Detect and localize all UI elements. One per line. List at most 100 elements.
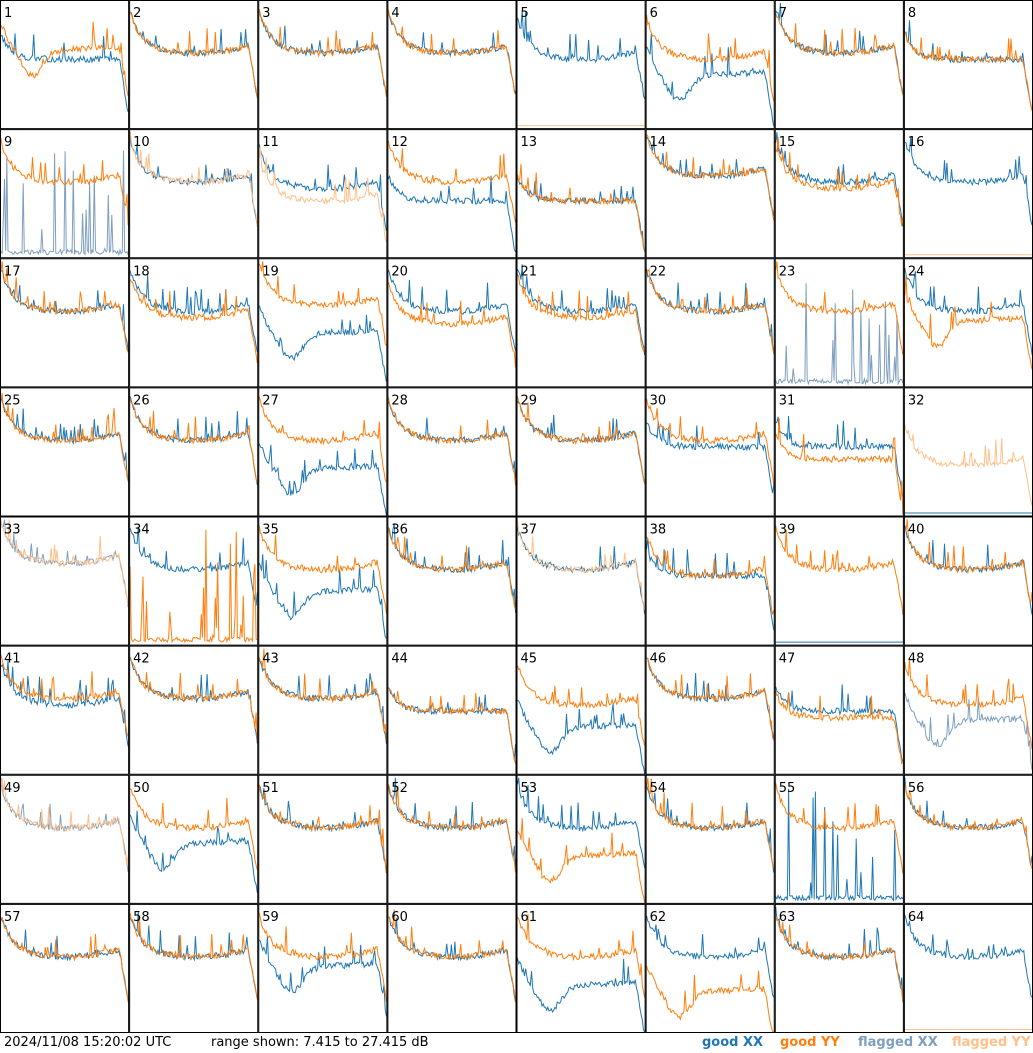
- panel-23: 23: [774, 258, 904, 388]
- panel-25: 25: [0, 387, 130, 517]
- panel-40: 40: [903, 516, 1033, 646]
- panel-57: 57: [0, 903, 130, 1033]
- panel-label: 60: [391, 910, 408, 925]
- panel-label: 45: [521, 652, 538, 667]
- panel-label: 24: [908, 264, 925, 279]
- panel-label: 54: [650, 781, 667, 796]
- panel-label: 20: [391, 264, 408, 279]
- panel-border: [387, 0, 517, 130]
- panel-border: [645, 516, 775, 646]
- panel-border: [129, 258, 259, 388]
- series-xx: [646, 538, 775, 631]
- panel-27: 27: [258, 387, 388, 517]
- series-xx: [517, 957, 646, 1033]
- series-yy: [258, 396, 387, 483]
- panel-label: 40: [908, 523, 925, 538]
- series-yy: [0, 777, 129, 867]
- series-xx: [0, 150, 129, 257]
- panel-42: 42: [129, 645, 259, 775]
- panel-border: [129, 387, 259, 517]
- panel-20: 20: [387, 258, 517, 388]
- series-yy: [387, 140, 516, 223]
- series-yy: [646, 777, 775, 869]
- panel-60: 60: [387, 903, 517, 1033]
- panel-label: 19: [262, 264, 279, 279]
- panel-64: 64: [903, 903, 1033, 1033]
- panel-label: 61: [521, 910, 538, 925]
- panel-3: 3: [258, 0, 388, 130]
- panel-17: 17: [0, 258, 130, 388]
- panel-label: 52: [391, 781, 408, 796]
- panel-label: 6: [650, 6, 658, 21]
- series-yy: [775, 13, 904, 95]
- panel-29: 29: [516, 387, 646, 517]
- panel-border: [387, 516, 517, 646]
- panel-62: 62: [645, 903, 775, 1033]
- series-xx: [129, 810, 258, 893]
- panel-1: 1: [0, 0, 130, 130]
- panel-label: 14: [650, 135, 667, 150]
- panel-label: 56: [908, 781, 925, 796]
- panel-5: 5: [516, 0, 646, 130]
- panel-border: [774, 0, 904, 130]
- panel-label: 17: [4, 264, 21, 279]
- series-xx: [258, 443, 387, 516]
- panel-border: [0, 645, 130, 775]
- panel-label: 46: [650, 652, 667, 667]
- panel-label: 29: [521, 393, 538, 408]
- series-yy: [129, 279, 258, 364]
- series-yy: [387, 9, 516, 95]
- panel-border: [516, 387, 646, 517]
- series-xx: [904, 914, 1033, 998]
- panel-35: 35: [258, 516, 388, 646]
- series-yy: [258, 9, 387, 97]
- panel-label: 43: [262, 652, 279, 667]
- series-xx: [258, 936, 387, 1017]
- series-xx: [517, 10, 646, 99]
- panel-border: [387, 387, 517, 517]
- panel-border: [774, 387, 904, 517]
- panel-30: 30: [645, 387, 775, 517]
- series-yy: [129, 399, 258, 483]
- panel-4: 4: [387, 0, 517, 130]
- panel-15: 15: [774, 129, 904, 259]
- panel-border: [774, 129, 904, 259]
- series-yy: [258, 784, 387, 873]
- panel-49: 49: [0, 774, 130, 904]
- series-yy: [517, 273, 646, 353]
- panel-61: 61: [516, 903, 646, 1033]
- panel-55: 55: [774, 774, 904, 904]
- series-yy: [388, 909, 516, 1003]
- panel-border: [0, 129, 130, 259]
- series-xx: [0, 396, 129, 482]
- panel-label: 44: [391, 652, 408, 667]
- legend-flagged-yy: flagged YY: [952, 1035, 1031, 1050]
- series-yy: [0, 519, 129, 605]
- series-yy: [258, 146, 387, 242]
- panel-border: [387, 645, 517, 775]
- series-yy: [904, 519, 1033, 603]
- panel-border: [258, 903, 388, 1033]
- series-yy: [129, 913, 258, 1000]
- panel-border: [129, 774, 259, 904]
- panel-border: [645, 0, 775, 130]
- panel-44: 44: [387, 645, 517, 775]
- series-yy: [904, 658, 1033, 750]
- panel-45: 45: [516, 645, 646, 775]
- panel-border: [387, 774, 517, 904]
- panel-border: [387, 903, 517, 1033]
- panel-label: 32: [908, 393, 925, 408]
- panel-border: [516, 129, 646, 259]
- series-yy: [129, 11, 258, 99]
- series-yy: [646, 657, 775, 741]
- panel-label: 36: [391, 523, 408, 538]
- panel-label: 26: [133, 393, 150, 408]
- panel-border: [258, 0, 388, 130]
- panel-border: [516, 0, 646, 130]
- panel-border: [129, 0, 259, 130]
- panel-border: [516, 258, 646, 388]
- panel-border: [774, 516, 904, 646]
- series-yy: [646, 14, 775, 102]
- series-xx: [904, 267, 1033, 355]
